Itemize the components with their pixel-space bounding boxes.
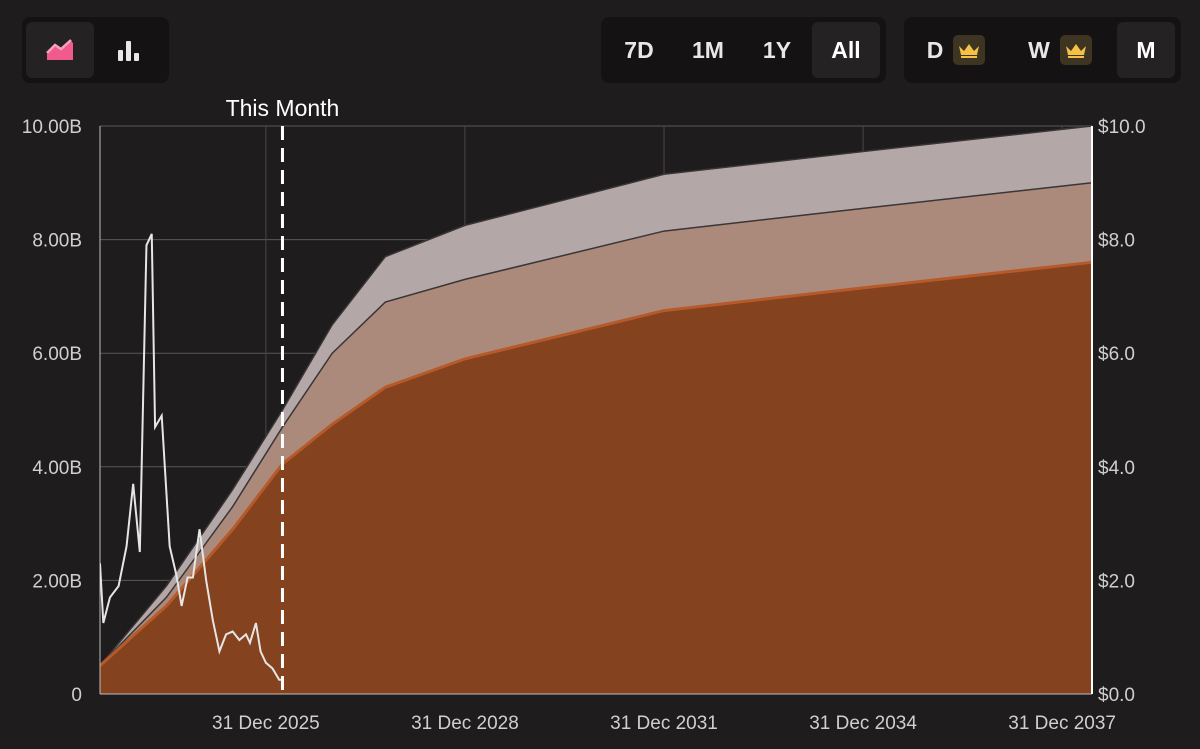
axes (99, 126, 1093, 695)
chart-type-switch (22, 17, 169, 83)
price-line (100, 233, 283, 681)
crown-icon (953, 35, 986, 65)
y-left-tick-label: 10.00B (22, 117, 82, 138)
y-left-tick-label: 2.00B (32, 571, 82, 592)
bar-chart-icon (118, 41, 139, 61)
range-all-button[interactable]: All (812, 22, 880, 78)
interval-week-label: W (1028, 36, 1050, 63)
time-range-switch: 7D 1M 1Y All (601, 17, 886, 83)
x-tick-label: 31 Dec 2025 (212, 713, 320, 734)
y-right-tick-label: $8.0 (1098, 231, 1135, 252)
x-tick-label: 31 Dec 2034 (809, 713, 917, 734)
y-left-tick-label: 0 (71, 685, 82, 706)
x-tick-label: 31 Dec 2028 (411, 713, 519, 734)
area-edge-unlocked (100, 260, 1093, 667)
interval-month-button[interactable]: M (1117, 22, 1175, 78)
bar-chart-button[interactable] (94, 22, 162, 78)
y-right-tick-label: $0.0 (1098, 685, 1135, 706)
y-right-tick-label: $2.0 (1098, 571, 1135, 592)
y-left-tick-label: 6.00B (32, 344, 82, 365)
interval-switch: D W M (904, 17, 1181, 83)
y-left-tick-label: 4.00B (32, 458, 82, 479)
y-right-tick-label: $10.0 (1098, 117, 1146, 138)
this-month-marker: This Month (226, 95, 340, 694)
interval-week-button[interactable]: W (1012, 22, 1108, 78)
areas (100, 126, 1093, 694)
y-left-tick-label: 8.00B (32, 231, 82, 252)
this-month-label: This Month (226, 95, 340, 121)
area-unlocked (100, 262, 1092, 694)
area-edge-total (100, 126, 1093, 667)
interval-day-label: D (926, 36, 944, 63)
range-1m-button[interactable]: 1M (692, 36, 724, 63)
range-1y-button[interactable]: 1Y (762, 36, 792, 63)
range-7d-button[interactable]: 7D (624, 36, 654, 63)
interval-day-button[interactable]: D (908, 22, 1004, 78)
tick-labels: 0 2.00B 4.00B 6.00B 8.00B 10.00B $0.0 $2.0 $4.0 $… (22, 117, 1146, 734)
x-tick-label: 31 Dec 2031 (610, 713, 718, 734)
price-series (100, 233, 283, 681)
area-chart-icon (46, 39, 73, 60)
area-edge-middle (100, 182, 1093, 667)
area-chart-button[interactable] (26, 22, 94, 78)
y-right-tick-label: $4.0 (1098, 458, 1135, 479)
y-right-tick-label: $6.0 (1098, 344, 1135, 365)
x-tick-label: 31 Dec 2037 (1008, 713, 1116, 734)
crown-icon (1059, 35, 1092, 65)
